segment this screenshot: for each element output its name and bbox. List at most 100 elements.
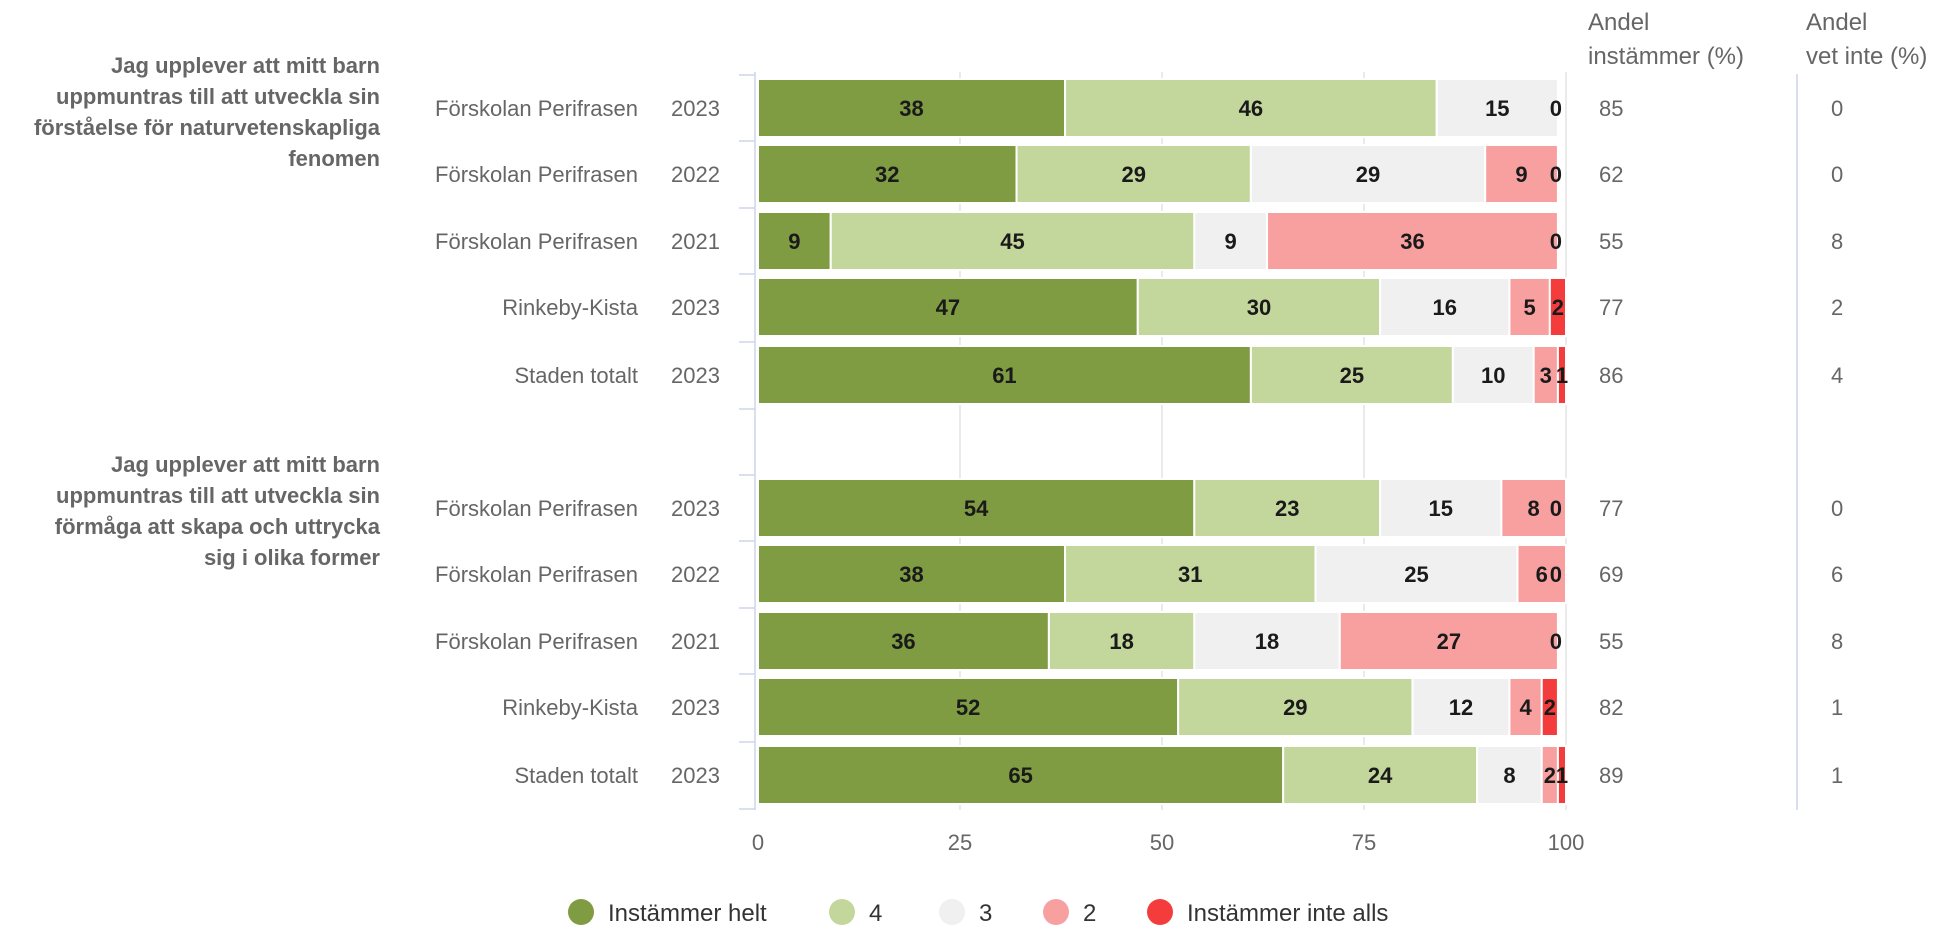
row-year-label: 2023: [671, 695, 720, 720]
segment-data-label: 65: [1008, 763, 1032, 788]
segment-data-label: 1: [1556, 363, 1568, 388]
agree-column-header: Andel: [1588, 9, 1649, 36]
row-unit-label: Förskolan Perifrasen: [435, 96, 638, 121]
segment-data-label: 46: [1239, 96, 1263, 121]
segment-data-label: 12: [1449, 695, 1473, 720]
dont-know-percent-value: 8: [1831, 629, 1843, 654]
bar-segment: [1136, 277, 1382, 337]
segment-data-label: 32: [875, 162, 899, 187]
question-text: Jag upplever att mitt barn: [111, 452, 380, 477]
segment-data-label: 0: [1550, 162, 1562, 187]
dont-know-percent-value: 6: [1831, 562, 1843, 587]
segment-data-label: 31: [1178, 562, 1202, 587]
bar-segment: [757, 745, 1285, 805]
agree-percent-value: 86: [1599, 363, 1623, 388]
x-tick-label: 0: [752, 830, 764, 855]
bar-segment: [1476, 745, 1543, 805]
segment-data-label: 38: [899, 96, 923, 121]
row-year-label: 2022: [671, 562, 720, 587]
question-text: uppmuntras till att utveckla sin: [56, 84, 380, 109]
dont-know-percent-value: 1: [1831, 763, 1843, 788]
bar-segment: [1540, 677, 1559, 737]
segment-data-label: 61: [992, 363, 1016, 388]
bar-segment: [1064, 78, 1438, 138]
segment-data-label: 1: [1556, 763, 1568, 788]
bar-segment: [1266, 211, 1559, 271]
segment-data-label: 2: [1552, 295, 1564, 320]
bar-segment: [757, 277, 1139, 337]
segment-data-label: 36: [1400, 229, 1424, 254]
bar-segment: [1249, 144, 1487, 204]
segment-data-label: 18: [1109, 629, 1133, 654]
bar-segment: [1500, 478, 1567, 538]
segment-data-label: 15: [1429, 496, 1453, 521]
segment-data-label: 29: [1283, 695, 1307, 720]
segment-data-label: 5: [1524, 295, 1536, 320]
bar-segment: [1484, 144, 1559, 204]
row-unit-label: Rinkeby-Kista: [502, 295, 638, 320]
agree-percent-value: 77: [1599, 496, 1623, 521]
row-year-label: 2023: [671, 295, 720, 320]
bar-segment: [1435, 78, 1559, 138]
segment-data-label: 54: [964, 496, 989, 521]
segment-data-label: 0: [1550, 562, 1562, 587]
agree-percent-value: 77: [1599, 295, 1623, 320]
segment-data-label: 2: [1544, 695, 1556, 720]
legend-marker: [1147, 899, 1173, 925]
legend-marker: [568, 899, 594, 925]
dont-know-column-header: vet inte (%): [1806, 43, 1927, 70]
bar-segment: [1556, 745, 1568, 805]
segment-data-label: 9: [788, 229, 800, 254]
row-year-label: 2023: [671, 763, 720, 788]
row-year-label: 2022: [671, 162, 720, 187]
segment-data-label: 4: [1519, 695, 1532, 720]
segment-data-label: 8: [1503, 763, 1515, 788]
question-text: fenomen: [288, 146, 380, 171]
bar-segment: [1177, 677, 1414, 737]
legend-label: Instämmer helt: [608, 900, 767, 926]
agree-percent-value: 82: [1599, 695, 1623, 720]
segment-data-label: 0: [1550, 496, 1562, 521]
bar-segment: [1193, 611, 1341, 671]
segment-data-label: 25: [1404, 562, 1428, 587]
legend-label: 2: [1083, 900, 1096, 926]
x-tick-label: 75: [1352, 830, 1376, 855]
bar-segment: [1314, 544, 1519, 604]
bar-segment: [1411, 677, 1511, 737]
segment-data-label: 10: [1481, 363, 1505, 388]
segment-data-label: 0: [1550, 229, 1562, 254]
segment-data-label: 15: [1485, 96, 1509, 121]
bar-segment: [1548, 277, 1567, 337]
row-year-label: 2023: [671, 96, 720, 121]
row-unit-label: Förskolan Perifrasen: [435, 629, 638, 654]
row-year-label: 2023: [671, 363, 720, 388]
question-text: förståelse för naturvetenskapliga: [34, 115, 381, 140]
row-year-label: 2021: [671, 229, 720, 254]
row-year-label: 2023: [671, 496, 720, 521]
bar-segment: [757, 478, 1196, 538]
bar-segment: [1379, 277, 1511, 337]
legend-marker: [939, 899, 965, 925]
dont-know-percent-value: 4: [1831, 363, 1843, 388]
row-unit-label: Staden totalt: [514, 363, 638, 388]
segment-data-label: 3: [1540, 363, 1552, 388]
segment-data-label: 38: [899, 562, 923, 587]
agree-percent-value: 55: [1599, 629, 1623, 654]
segment-data-label: 9: [1515, 162, 1527, 187]
segment-data-label: 36: [891, 629, 915, 654]
legend-label: 4: [869, 900, 882, 926]
segment-data-label: 29: [1356, 162, 1380, 187]
question-text: Jag upplever att mitt barn: [111, 53, 380, 78]
segment-data-label: 8: [1528, 496, 1540, 521]
question-text: förmåga att skapa och uttrycka: [55, 514, 381, 539]
segment-data-label: 30: [1247, 295, 1271, 320]
dont-know-percent-value: 2: [1831, 295, 1843, 320]
dont-know-percent-value: 8: [1831, 229, 1843, 254]
agree-percent-value: 85: [1599, 96, 1623, 121]
segment-data-label: 9: [1225, 229, 1237, 254]
bar-segment: [1338, 611, 1559, 671]
x-tick-label: 25: [948, 830, 972, 855]
segment-data-label: 23: [1275, 496, 1299, 521]
dont-know-percent-value: 0: [1831, 496, 1843, 521]
